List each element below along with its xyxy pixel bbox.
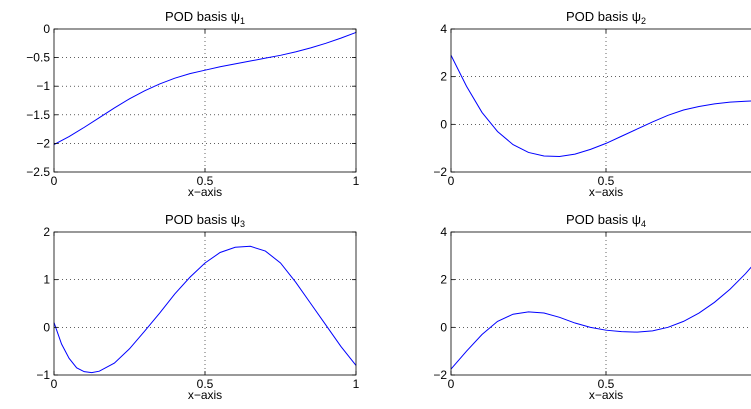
- series-line: [451, 256, 751, 369]
- x-axis-label: x−axis: [188, 388, 222, 402]
- x-tick-label: 0: [51, 174, 58, 188]
- x-axis-label: x−axis: [188, 185, 222, 199]
- x-axis-label: x−axis: [589, 388, 623, 402]
- y-tick-label: −1: [36, 368, 50, 382]
- x-axis-label: x−axis: [589, 185, 623, 199]
- series-line: [54, 246, 356, 372]
- x-tick-label: 1: [353, 377, 360, 391]
- y-tick-label: 2: [440, 70, 447, 84]
- y-tick-label: 0: [43, 22, 50, 36]
- y-tick-label: 0: [440, 320, 447, 334]
- chart-title-subscript: 4: [641, 219, 646, 229]
- chart-title: POD basis ψ1: [165, 9, 245, 26]
- y-tick-label: 0: [440, 117, 447, 131]
- chart-title-subscript: 2: [641, 16, 646, 26]
- y-tick-label: 4: [440, 225, 447, 239]
- y-tick-label: −1: [36, 79, 50, 93]
- y-tick-label: −1.5: [26, 108, 50, 122]
- x-tick-label: 0: [448, 377, 455, 391]
- chart-title: POD basis ψ3: [165, 212, 245, 229]
- x-tick-label: 0: [51, 377, 58, 391]
- y-tick-label: 2: [440, 273, 447, 287]
- y-tick-label: −2: [433, 368, 447, 382]
- y-tick-label: −0.5: [26, 51, 50, 65]
- chart-title: POD basis ψ4: [566, 212, 646, 229]
- chart-title-subscript: 3: [240, 219, 245, 229]
- x-tick-label: 1: [353, 174, 360, 188]
- y-tick-label: 0: [43, 320, 50, 334]
- y-tick-label: −2.5: [26, 165, 50, 179]
- y-tick-label: −2: [36, 136, 50, 150]
- axes-frame: [451, 232, 751, 375]
- series-line: [451, 55, 751, 156]
- chart-title-subscript: 1: [240, 16, 245, 26]
- y-tick-label: 2: [43, 225, 50, 239]
- y-tick-label: 1: [43, 273, 50, 287]
- axes-frame: [451, 29, 751, 172]
- axes-frame: [54, 29, 356, 172]
- y-tick-label: 4: [440, 22, 447, 36]
- x-tick-label: 0: [448, 174, 455, 188]
- subplot-1: POD basis ψ10 0.5 1−2.5−2−1.5−1−0.50x−axis: [26, 9, 359, 199]
- chart-title: POD basis ψ2: [566, 9, 646, 26]
- y-tick-label: −2: [433, 165, 447, 179]
